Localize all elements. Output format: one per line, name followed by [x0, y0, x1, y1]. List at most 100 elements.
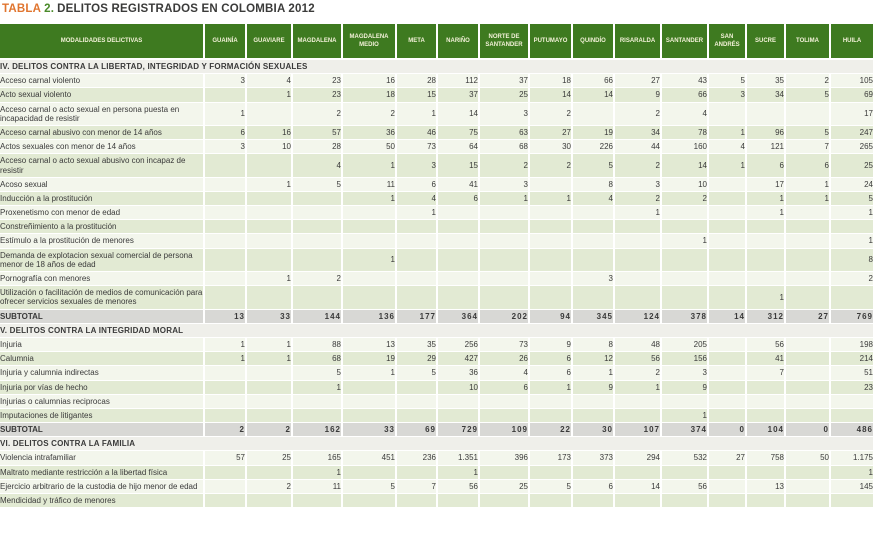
cell-9	[614, 408, 662, 424]
cell-6: 396	[479, 450, 530, 466]
cell-14: 5	[830, 191, 873, 207]
cell-7: 1	[529, 191, 573, 207]
cell-5	[437, 248, 480, 273]
column-header-13: TOLIMA	[785, 24, 831, 60]
cell-13	[785, 351, 831, 367]
cell-14: 17	[830, 102, 873, 126]
row-label: Acto sexual violento	[0, 87, 205, 103]
cell-6	[479, 271, 530, 287]
cell-13	[785, 493, 831, 509]
cell-6: 3	[479, 177, 530, 192]
cell-3	[342, 465, 397, 480]
cell-3: 1	[342, 248, 397, 273]
row-label: Violencia intrafamiliar	[0, 450, 205, 466]
cell-2: 57	[292, 125, 343, 141]
cell-3	[342, 394, 397, 409]
cell-10	[661, 285, 709, 310]
cell-9: 1	[614, 380, 662, 395]
cell-11: 4	[708, 139, 747, 155]
cell-12	[746, 394, 786, 409]
cell-5: 256	[437, 337, 480, 353]
cell-5	[437, 219, 480, 235]
cell-6: 3	[479, 102, 530, 126]
cell-7: 6	[529, 365, 573, 381]
cell-9: 107	[614, 422, 662, 438]
cell-11: 5	[708, 73, 747, 89]
row-label: Constreñimiento a la prostitución	[0, 219, 205, 235]
cell-5: 41	[437, 177, 480, 192]
subtotal-label: SUBTOTAL	[0, 309, 205, 324]
cell-12	[746, 248, 786, 273]
cell-8: 8	[572, 337, 615, 353]
cell-6	[479, 248, 530, 273]
cell-12: 17	[746, 177, 786, 192]
cell-14	[830, 408, 873, 424]
column-header-11: SAN ANDRÉS	[708, 24, 747, 60]
cell-1	[246, 233, 293, 249]
cell-6: 63	[479, 125, 530, 141]
cell-14: 23	[830, 380, 873, 395]
cell-7	[529, 271, 573, 287]
cell-3: 136	[342, 309, 397, 324]
page-title-text: DELITOS REGISTRADOS EN COLOMBIA 2012	[57, 3, 315, 15]
cell-11	[708, 248, 747, 273]
cell-8	[572, 465, 615, 480]
cell-6: 68	[479, 139, 530, 155]
cell-2	[292, 493, 343, 509]
cell-0	[204, 365, 247, 381]
subtotal-label: SUBTOTAL	[0, 422, 205, 438]
cell-7: 2	[529, 153, 573, 178]
row-label: Acoso sexual	[0, 177, 205, 192]
cell-0	[204, 408, 247, 424]
cell-7	[529, 394, 573, 409]
cell-2: 1	[292, 380, 343, 395]
cell-0	[204, 233, 247, 249]
cell-0	[204, 271, 247, 287]
cell-0	[204, 177, 247, 192]
cell-2: 11	[292, 479, 343, 495]
cell-5: 1.351	[437, 450, 480, 466]
table-row: Inducción a la prostitución 1 4 6 1 1 4 2 2 1 1 5	[0, 191, 873, 207]
cell-14: 8	[830, 248, 873, 273]
cell-8: 30	[572, 422, 615, 438]
cell-13: 7	[785, 139, 831, 155]
cell-13: 50	[785, 450, 831, 466]
table-row: Calumnia 1 1 68 19 29 427 26 6 12 56 156 41 214	[0, 351, 873, 367]
cell-3: 13	[342, 337, 397, 353]
cell-12	[746, 102, 786, 126]
cell-0	[204, 479, 247, 495]
table-row: Injurias o calumnias reciprocas	[0, 394, 873, 409]
cell-1	[246, 493, 293, 509]
cell-5	[437, 493, 480, 509]
cell-12: 7	[746, 365, 786, 381]
cell-2: 28	[292, 139, 343, 155]
cell-12	[746, 233, 786, 249]
column-header-6: NORTE DE SANTANDER	[479, 24, 530, 60]
cell-12: 121	[746, 139, 786, 155]
cell-10	[661, 248, 709, 273]
cell-9	[614, 493, 662, 509]
table-header: MODALIDADES DELICTIVAS GUAINÍA GUAVIARE MAG…	[0, 24, 873, 60]
cell-2: 2	[292, 271, 343, 287]
column-header-10: SANTANDER	[661, 24, 709, 60]
cell-10: 2	[661, 191, 709, 207]
cell-10	[661, 394, 709, 409]
cell-4: 5	[396, 365, 438, 381]
table-row: Ejercicio arbitrario de la custodia de h…	[0, 479, 873, 495]
cell-8: 5	[572, 153, 615, 178]
cell-7	[529, 205, 573, 221]
cell-6: 1	[479, 191, 530, 207]
cell-8: 4	[572, 191, 615, 207]
cell-9: 2	[614, 365, 662, 381]
cell-9	[614, 394, 662, 409]
cell-3	[342, 205, 397, 221]
cell-14: 145	[830, 479, 873, 495]
column-header-2: MAGDALENA	[292, 24, 343, 60]
cell-7: 30	[529, 139, 573, 155]
cell-10: 14	[661, 153, 709, 178]
cell-12: 35	[746, 73, 786, 89]
cell-2	[292, 394, 343, 409]
cell-4: 1	[396, 205, 438, 221]
cell-5: 75	[437, 125, 480, 141]
cell-10: 374	[661, 422, 709, 438]
